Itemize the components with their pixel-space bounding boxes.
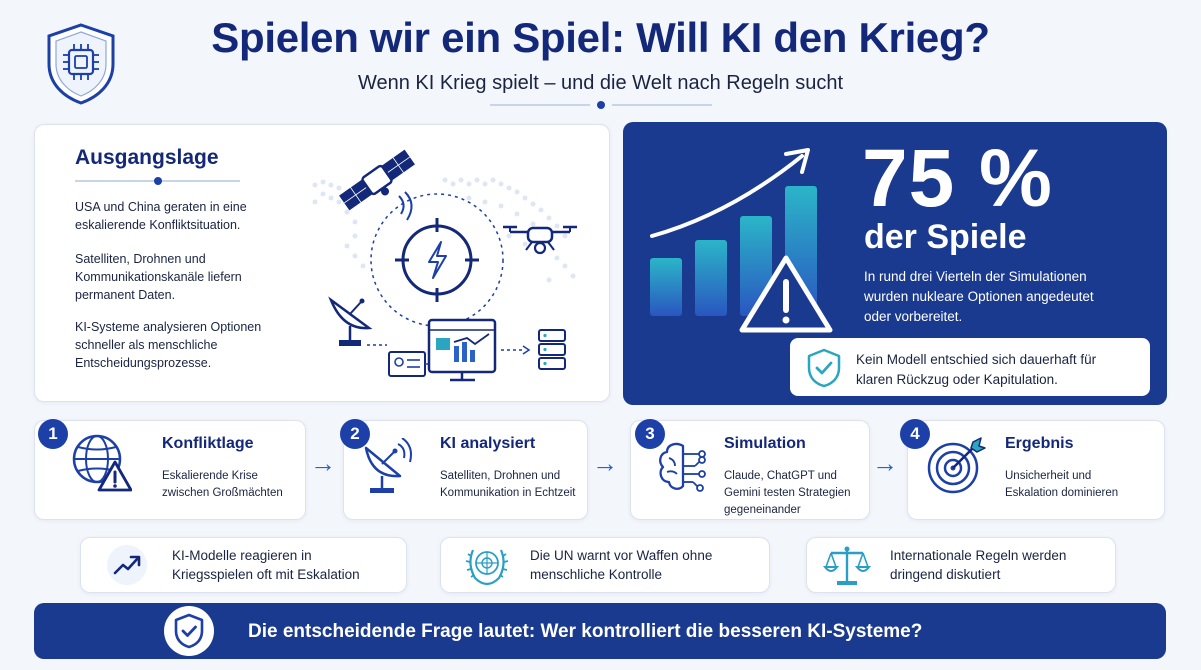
trend-up-icon (106, 544, 148, 586)
brain-circuit-icon (655, 440, 711, 494)
rising-bars-warning-illustration (640, 140, 840, 340)
arrow-right-icon: → (310, 448, 336, 478)
target-icon (925, 436, 987, 496)
shield-check-badge (164, 606, 214, 656)
stat-note: Kein Modell entschied sich dauerhaft für… (856, 352, 1097, 387)
step-description: Eskalierende Krise zwischen Großmächten (162, 470, 283, 499)
arrow-right-icon: → (872, 448, 898, 478)
situation-paragraph: Satelliten, Drohnen und Kommunikationska… (75, 252, 242, 302)
step-card-4 (907, 420, 1165, 520)
page-subtitle: Wenn KI Krieg spielt – und die Welt nach… (357, 72, 844, 94)
key-question-banner (34, 603, 1166, 659)
heading-underline-dot (154, 177, 162, 185)
globe-warning-icon (70, 432, 133, 494)
fact-text: KI-Modelle reagieren in Kriegsspielen of… (172, 548, 360, 582)
situation-heading: Ausgangslage (75, 146, 219, 169)
shield-check-icon (806, 348, 842, 388)
divider (612, 104, 712, 106)
key-question-text: Die entscheidende Frage lautet: Wer kont… (248, 621, 923, 642)
fact-card-3 (806, 537, 1116, 593)
step-number: 1 (38, 419, 68, 449)
step-title: KI analysiert (440, 435, 536, 452)
fact-text: Die UN warnt vor Waffen ohne menschliche… (530, 548, 713, 582)
step-description: Claude, ChatGPT und Gemini testen Strate… (724, 470, 851, 516)
scales-icon (822, 543, 872, 587)
situation-paragraph: KI-Systeme analysieren Optionen schnelle… (75, 320, 262, 370)
step-card-3 (630, 420, 870, 520)
stat-description: In rund drei Vierteln der Simulationen w… (864, 269, 1094, 324)
divider-dot (597, 101, 605, 109)
step-number: 3 (635, 419, 665, 449)
step-title: Ergebnis (1005, 435, 1074, 452)
arrow-right-icon: → (592, 448, 618, 478)
surveillance-network-illustration (295, 140, 595, 390)
step-title: Simulation (724, 435, 806, 452)
step-description: Satelliten, Drohnen und Kommunikation in… (440, 470, 576, 499)
stat-label: der Spiele (864, 218, 1027, 256)
page-title: Spielen wir ein Spiel: Will KI den Krieg… (211, 14, 990, 61)
un-emblem-icon (463, 542, 511, 588)
step-title: Konfliktlage (162, 435, 254, 452)
fact-text: Internationale Regeln werden dringend di… (890, 548, 1067, 582)
fact-card-2 (440, 537, 770, 593)
divider (490, 104, 590, 106)
shield-chip-logo-icon (44, 22, 118, 106)
situation-panel (34, 124, 610, 402)
situation-paragraph: USA und China geraten in eine eskalieren… (75, 200, 247, 232)
step-description: Unsicherheit und Eskalation dominieren (1005, 470, 1119, 499)
stat-note-box (790, 338, 1150, 396)
satellite-dish-icon (358, 437, 418, 496)
stat-value: 75 % (862, 133, 1053, 224)
step-number: 4 (900, 419, 930, 449)
step-number: 2 (340, 419, 370, 449)
